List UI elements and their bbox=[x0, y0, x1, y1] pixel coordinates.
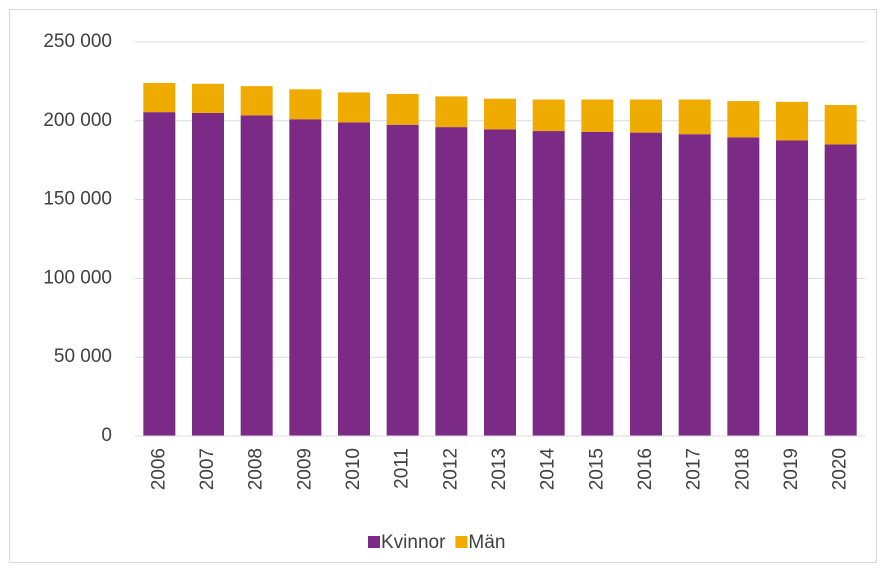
x-tick-label: 2019 bbox=[781, 448, 802, 490]
x-tick-label: 2010 bbox=[343, 448, 364, 490]
bar-segment bbox=[192, 83, 224, 113]
x-tick-label: 2018 bbox=[732, 448, 753, 490]
legend-swatch bbox=[368, 536, 380, 548]
x-tick-label: 2006 bbox=[148, 448, 169, 490]
bar-segment bbox=[192, 112, 224, 437]
x-tick-label: 2008 bbox=[246, 448, 267, 490]
bar-segment bbox=[824, 144, 857, 436]
bar-segment bbox=[143, 82, 176, 113]
bar-segment bbox=[435, 127, 468, 436]
x-tick-label: 2017 bbox=[684, 448, 705, 490]
y-tick-label: 50 000 bbox=[54, 346, 112, 367]
x-tick-label: 2011 bbox=[392, 448, 413, 489]
legend-swatch bbox=[455, 536, 468, 548]
bar-segment bbox=[289, 89, 322, 120]
y-tick-label: 100 000 bbox=[43, 267, 112, 288]
y-tick-label: 0 bbox=[101, 425, 112, 446]
bar-segment bbox=[824, 105, 857, 145]
x-tick-label: 2020 bbox=[830, 448, 851, 490]
bar-segment bbox=[727, 101, 760, 138]
x-tick-label: 2015 bbox=[586, 448, 607, 490]
x-tick-label: 2012 bbox=[440, 448, 461, 490]
bar-segment bbox=[484, 129, 516, 436]
x-tick-label: 2013 bbox=[489, 448, 510, 490]
x-tick-label: 2014 bbox=[538, 448, 559, 491]
bar-segment bbox=[435, 96, 468, 128]
bar-segment bbox=[776, 140, 808, 436]
bar-segment bbox=[678, 134, 711, 437]
bar-segment bbox=[386, 124, 419, 437]
bar-segment bbox=[630, 99, 662, 133]
bar-segment bbox=[532, 99, 565, 132]
bar-segment bbox=[727, 137, 760, 436]
bar-segment bbox=[776, 101, 808, 141]
y-tick-label: 150 000 bbox=[43, 189, 112, 210]
bar-segment bbox=[143, 112, 176, 436]
bar-segment bbox=[678, 99, 711, 135]
bar-segment bbox=[289, 119, 322, 436]
bar-segment bbox=[338, 92, 370, 123]
legend-label: Kvinnor bbox=[381, 532, 446, 553]
y-tick-label: 250 000 bbox=[43, 31, 112, 52]
x-tick-label: 2007 bbox=[197, 448, 218, 490]
bar-segment bbox=[240, 86, 273, 116]
bar-segment bbox=[240, 115, 273, 436]
bar-segment bbox=[532, 131, 565, 436]
bar-segment bbox=[581, 131, 614, 436]
x-tick-label: 2016 bbox=[635, 448, 656, 490]
y-tick-label: 200 000 bbox=[43, 110, 112, 131]
x-tick-label: 2009 bbox=[294, 448, 315, 490]
bar-segment bbox=[630, 132, 662, 436]
bar-segment bbox=[484, 98, 516, 130]
legend-label: Män bbox=[468, 532, 505, 553]
bar-segment bbox=[386, 94, 419, 125]
bar-segment bbox=[581, 99, 614, 132]
bar-segment bbox=[338, 122, 370, 436]
